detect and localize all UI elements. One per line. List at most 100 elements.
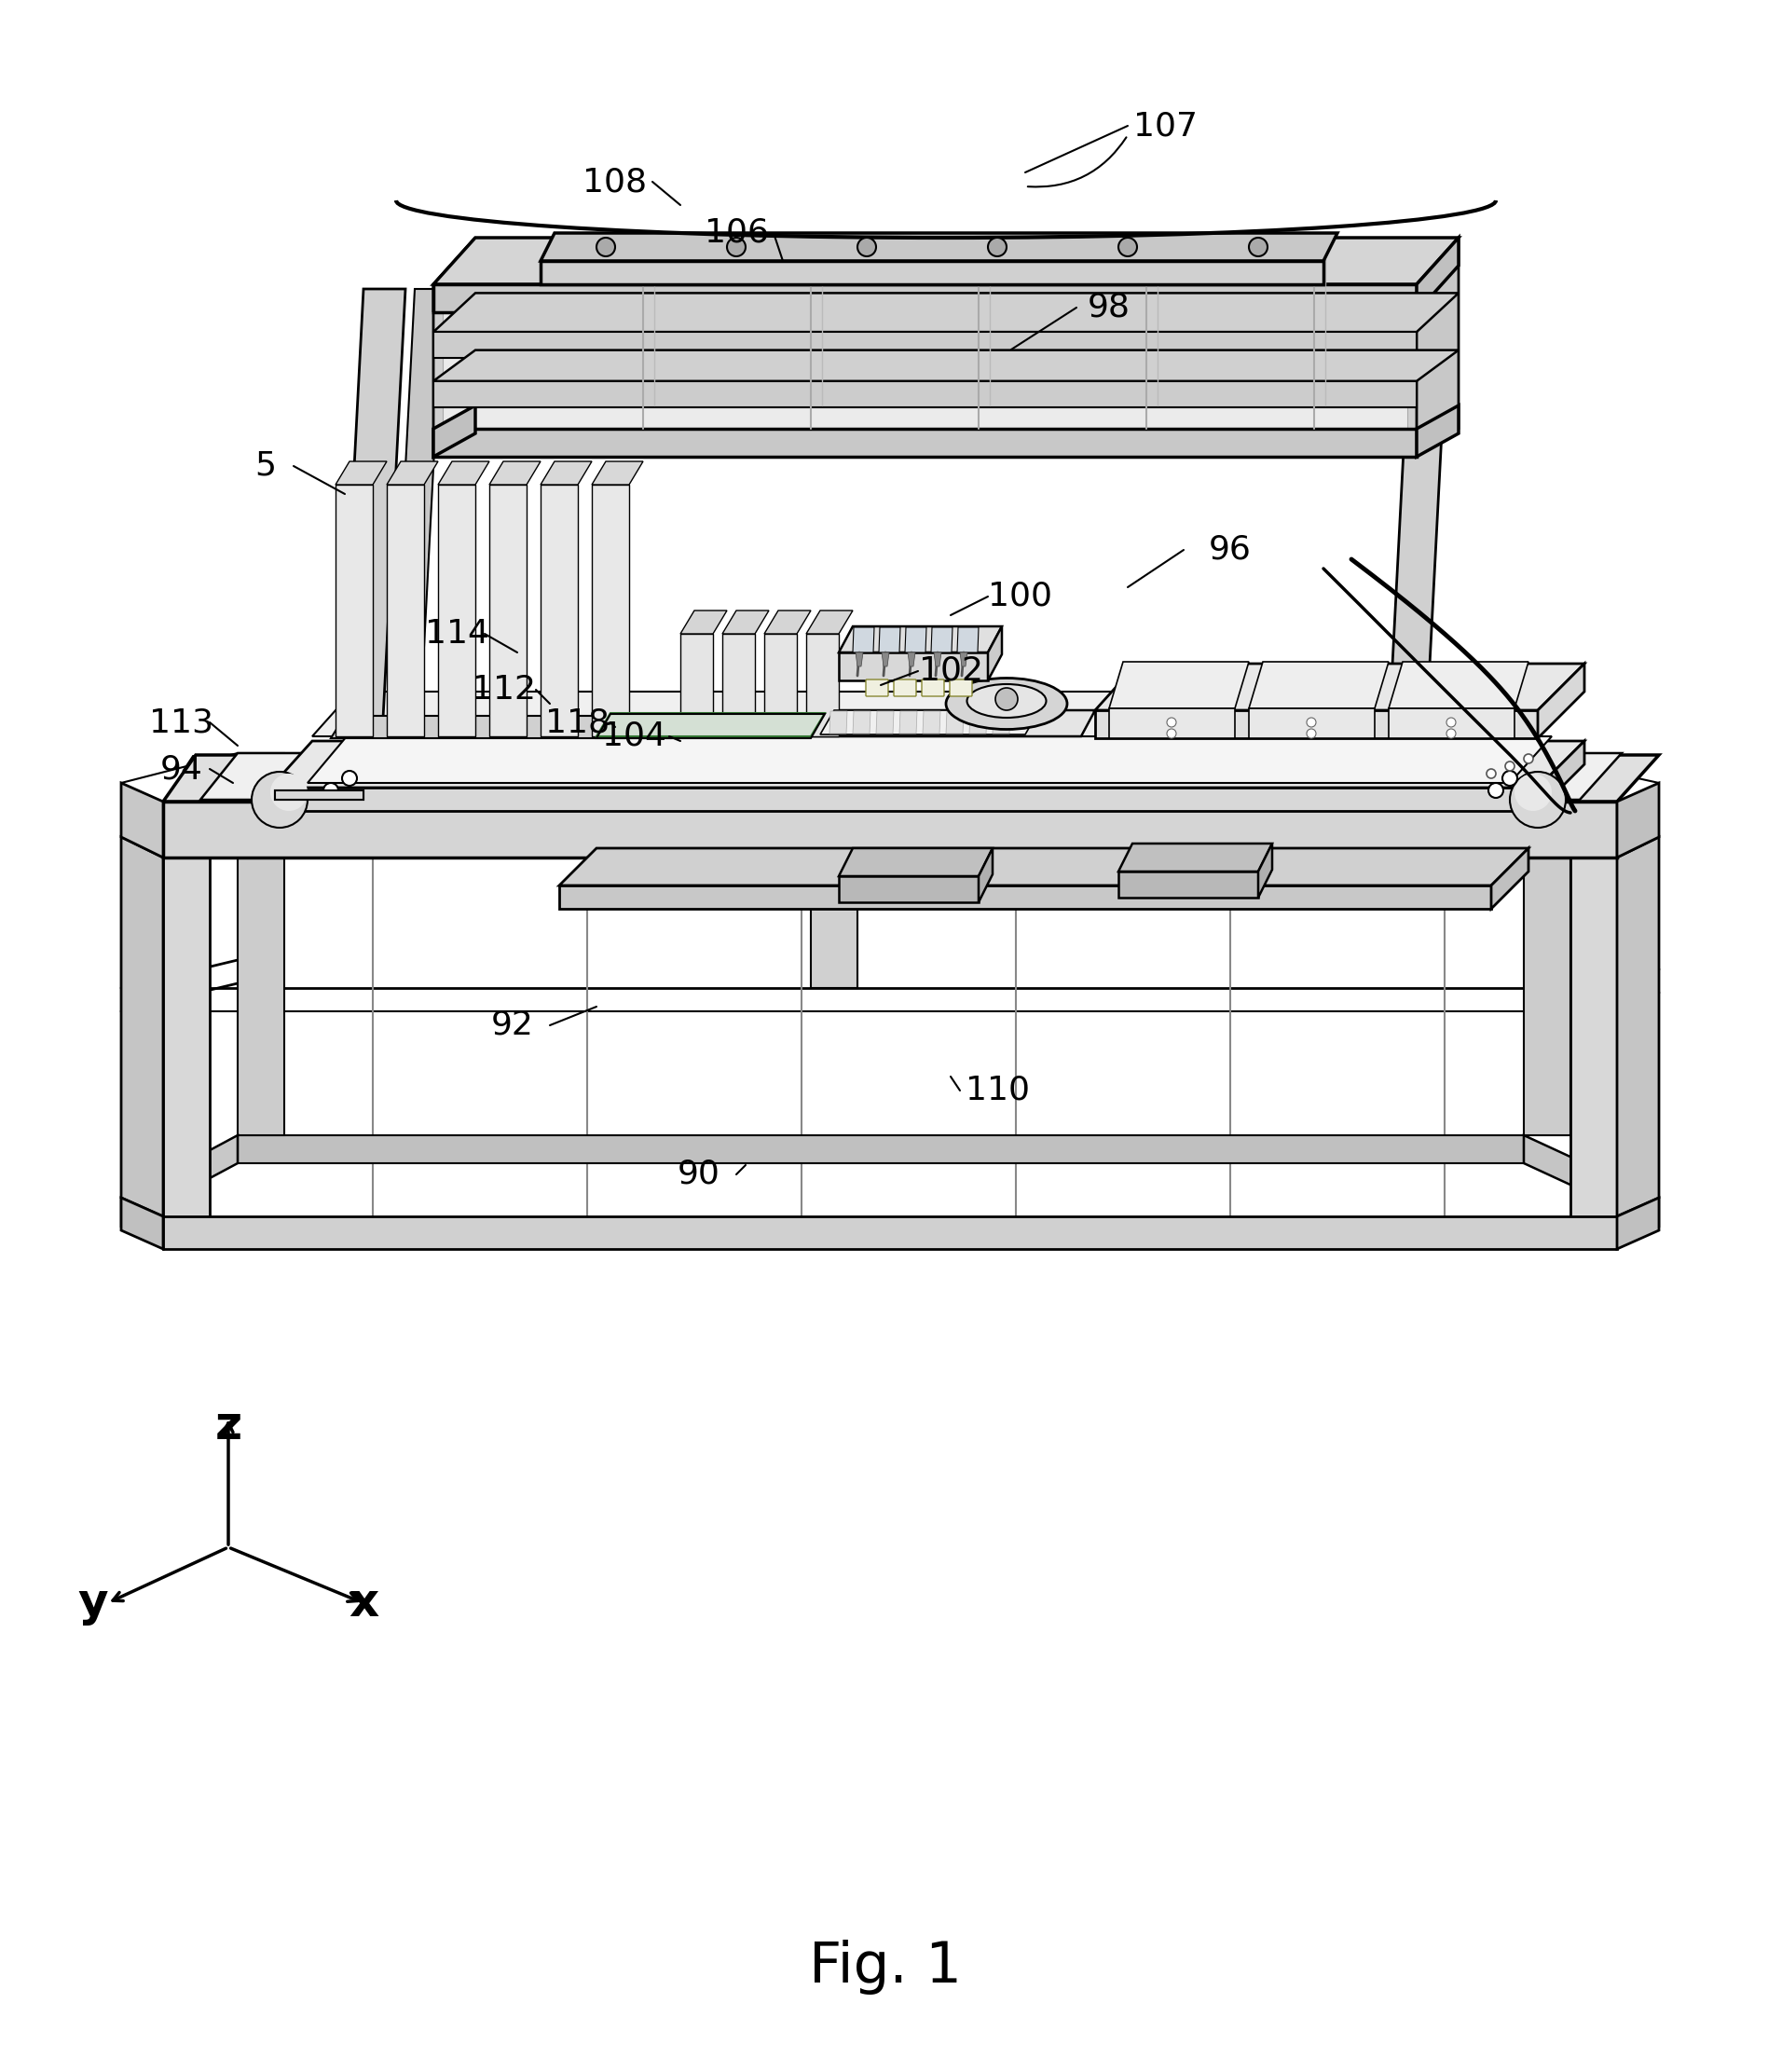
Circle shape — [1307, 717, 1315, 727]
Polygon shape — [490, 462, 541, 485]
Text: y: y — [78, 1581, 108, 1627]
Text: 114: 114 — [424, 617, 488, 651]
Polygon shape — [1248, 661, 1388, 709]
Polygon shape — [433, 332, 1416, 358]
Polygon shape — [336, 462, 387, 485]
Polygon shape — [122, 837, 163, 1216]
FancyBboxPatch shape — [866, 680, 888, 696]
Polygon shape — [879, 628, 900, 653]
Polygon shape — [331, 715, 684, 738]
Circle shape — [995, 688, 1018, 711]
Circle shape — [324, 783, 338, 798]
Polygon shape — [764, 634, 797, 736]
Polygon shape — [1388, 288, 1450, 736]
Polygon shape — [1524, 752, 1570, 1135]
Circle shape — [727, 238, 746, 257]
Polygon shape — [433, 238, 476, 313]
Circle shape — [1487, 769, 1496, 779]
Circle shape — [1510, 771, 1566, 827]
Text: 92: 92 — [492, 1009, 534, 1040]
Ellipse shape — [967, 684, 1047, 717]
Circle shape — [1505, 762, 1515, 771]
Polygon shape — [992, 711, 1010, 733]
Polygon shape — [1618, 783, 1658, 858]
Circle shape — [341, 771, 357, 785]
Polygon shape — [433, 238, 476, 456]
Polygon shape — [806, 611, 852, 634]
Polygon shape — [979, 847, 992, 901]
Polygon shape — [1538, 663, 1584, 738]
Polygon shape — [1416, 238, 1459, 456]
Polygon shape — [838, 876, 979, 901]
Polygon shape — [163, 1216, 1618, 1249]
Text: 102: 102 — [919, 655, 983, 688]
Polygon shape — [852, 711, 870, 733]
Circle shape — [1248, 238, 1268, 257]
Text: 106: 106 — [704, 218, 769, 249]
Polygon shape — [237, 752, 285, 1135]
Polygon shape — [391, 288, 442, 736]
Polygon shape — [829, 711, 847, 733]
Polygon shape — [877, 711, 895, 733]
Circle shape — [251, 771, 308, 827]
Polygon shape — [442, 356, 1407, 427]
Polygon shape — [308, 736, 1552, 783]
Polygon shape — [122, 752, 237, 783]
Polygon shape — [433, 238, 1459, 284]
Polygon shape — [1109, 709, 1234, 738]
Polygon shape — [276, 789, 364, 800]
Polygon shape — [200, 752, 1621, 800]
Polygon shape — [960, 653, 967, 667]
Polygon shape — [946, 711, 964, 733]
Polygon shape — [122, 1198, 163, 1249]
Polygon shape — [1119, 843, 1273, 872]
Polygon shape — [336, 485, 373, 736]
Text: Fig. 1: Fig. 1 — [810, 1939, 962, 1993]
Circle shape — [1503, 771, 1517, 785]
Text: 98: 98 — [1087, 292, 1130, 323]
Polygon shape — [276, 789, 364, 800]
Polygon shape — [905, 628, 926, 653]
Polygon shape — [806, 634, 838, 736]
Polygon shape — [433, 292, 1459, 332]
Polygon shape — [387, 485, 424, 736]
Circle shape — [1446, 717, 1455, 727]
Text: 113: 113 — [150, 707, 214, 738]
Polygon shape — [163, 754, 1658, 802]
FancyBboxPatch shape — [949, 680, 972, 696]
Polygon shape — [559, 885, 1490, 910]
Circle shape — [1167, 717, 1176, 727]
Polygon shape — [932, 628, 953, 653]
Polygon shape — [433, 406, 476, 456]
Polygon shape — [1109, 661, 1248, 709]
Polygon shape — [1570, 858, 1618, 1239]
FancyBboxPatch shape — [895, 680, 916, 696]
Polygon shape — [592, 485, 629, 736]
Circle shape — [1167, 729, 1176, 738]
Text: 104: 104 — [601, 721, 667, 752]
Polygon shape — [438, 462, 490, 485]
Text: 96: 96 — [1209, 535, 1252, 566]
Polygon shape — [559, 847, 1529, 885]
Polygon shape — [163, 802, 1618, 858]
Polygon shape — [541, 485, 578, 736]
Circle shape — [988, 238, 1006, 257]
Polygon shape — [1416, 406, 1459, 456]
Polygon shape — [271, 742, 1584, 787]
Circle shape — [596, 238, 615, 257]
Text: x: x — [348, 1581, 378, 1627]
Ellipse shape — [946, 678, 1068, 729]
Polygon shape — [1618, 1198, 1658, 1249]
Polygon shape — [838, 626, 1002, 653]
Circle shape — [1119, 238, 1137, 257]
Polygon shape — [852, 628, 873, 653]
Polygon shape — [541, 261, 1324, 284]
Polygon shape — [541, 232, 1337, 261]
Polygon shape — [812, 876, 866, 885]
FancyBboxPatch shape — [921, 680, 944, 696]
Polygon shape — [838, 847, 992, 876]
Polygon shape — [1094, 663, 1584, 711]
Polygon shape — [313, 692, 1552, 736]
Polygon shape — [122, 1135, 237, 1227]
Polygon shape — [812, 885, 857, 988]
